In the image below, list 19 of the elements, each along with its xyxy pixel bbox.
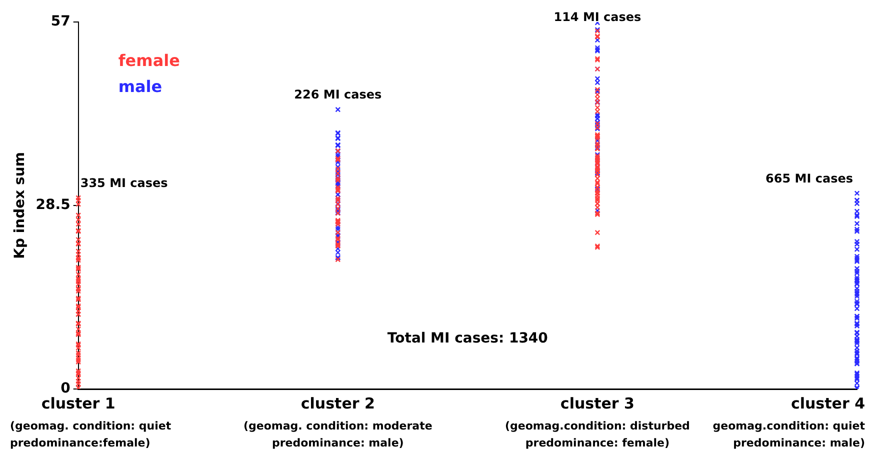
x-tick-label: cluster 3 <box>560 394 634 412</box>
annotation: 335 MI cases <box>80 176 168 190</box>
x-tick-label: cluster 4 <box>790 394 866 412</box>
y-axis-title: Kp index sum <box>12 152 28 259</box>
annotation: 114 MI cases <box>554 10 642 24</box>
annotation: 226 MI cases <box>294 88 382 102</box>
annotation: 665 MI cases <box>766 171 854 186</box>
text: geomag.condition: quiet predominance: male) <box>712 419 866 450</box>
text: (geomag.condition: disturbed predominance: female) <box>504 419 690 450</box>
x-tick-label: cluster 1 <box>41 394 116 412</box>
y-tick-label: 28.5 <box>36 197 70 214</box>
text: (geomag. condition: quiet predominance:female) <box>10 419 172 450</box>
text: female <box>118 51 180 70</box>
y-tick-label: 0 <box>60 380 71 397</box>
annotation: Total MI cases: 1340 <box>387 330 548 347</box>
text: (geomag. condition: moderate predominance: male) <box>243 419 432 450</box>
x-tick-label: cluster 2 <box>300 394 375 412</box>
y-tick-label: 57 <box>50 14 70 30</box>
text: male <box>118 77 162 96</box>
